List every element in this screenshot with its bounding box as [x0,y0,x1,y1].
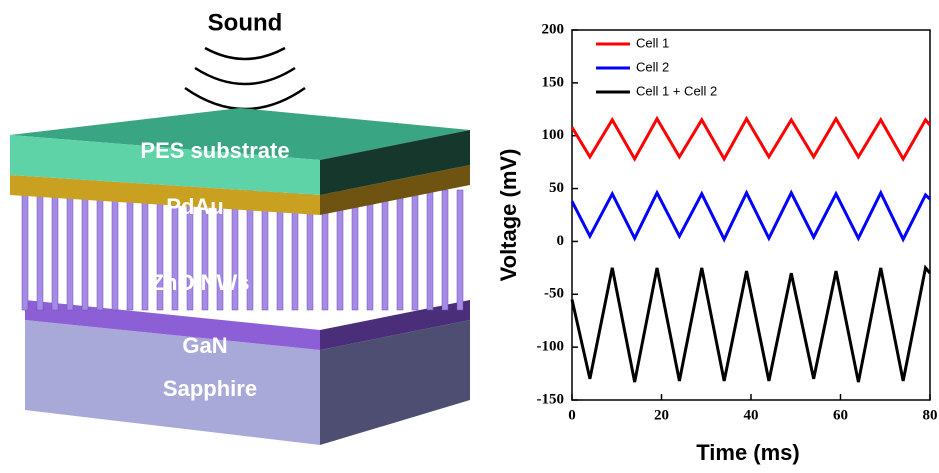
gan-label: GaN [182,333,227,358]
x-tick-label: 0 [568,407,576,423]
sound-wave [204,46,286,61]
nanowire [126,189,134,311]
pes-top [10,108,470,160]
y-tick-label: 50 [549,180,564,196]
y-tick-label: 200 [542,21,565,37]
series-line [570,189,932,243]
sound-wave [194,66,296,86]
gan-side [320,300,470,350]
nanowire [111,189,119,311]
nanowire [96,189,104,311]
nanowire [36,189,44,311]
y-tick-label: 0 [557,233,565,249]
nanowire [66,189,74,311]
nanowire [411,189,419,311]
x-tick-label: 40 [744,407,759,423]
legend-label: Cell 2 [636,59,669,74]
gan-front [25,300,320,350]
y-tick-label: -100 [537,339,565,355]
nanowire [51,189,59,311]
y-tick-label: 150 [542,74,565,90]
nanowire [21,189,29,311]
sound-label: Sound [208,9,283,36]
pdau-side [320,165,470,215]
sapphire-side [320,320,470,445]
pes-side [320,130,470,195]
nanowire [141,189,149,311]
plot-frame [571,29,931,401]
nanowire [366,189,374,311]
nanowire [81,189,89,311]
nanowire [396,189,404,311]
y-tick-label: -50 [544,286,564,302]
x-tick-label: 80 [923,407,938,423]
legend-label: Cell 1 [636,35,669,50]
series-line [570,264,932,383]
y-axis-label: Voltage (mV) [496,149,521,282]
nanowire [441,189,449,311]
sound-wave [184,86,306,111]
x-axis-label: Time (ms) [696,440,800,465]
y-tick-label: -150 [537,391,565,407]
pes-front [10,135,320,195]
x-tick-label: 60 [833,407,848,423]
sapphire-label: Sapphire [163,376,257,401]
series-line [570,115,932,163]
pdau-label: PdAu [166,194,223,219]
nanowire [456,189,464,311]
nanowire [426,189,434,311]
x-tick-label: 20 [654,407,669,423]
pdau-front [10,175,320,215]
nanowire [381,189,389,311]
zno-label: ZnO NWs [151,270,250,295]
pes-label: PES substrate [140,138,289,163]
device-diagram: Sound PES substrate PdAu ZnO NWs GaN Sap… [10,9,470,445]
legend-label: Cell 1 + Cell 2 [636,83,717,98]
sapphire-front [25,320,320,445]
y-tick-label: 100 [542,127,565,143]
